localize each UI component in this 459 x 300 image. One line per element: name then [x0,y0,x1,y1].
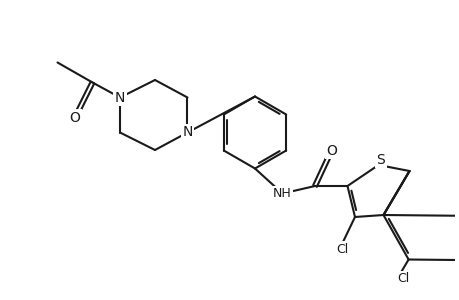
Text: NH: NH [273,187,291,200]
Text: Cl: Cl [396,272,409,285]
Text: Cl: Cl [336,242,348,256]
Text: N: N [115,91,125,104]
Text: O: O [69,110,80,124]
Text: N: N [182,125,192,140]
Text: S: S [376,153,385,167]
Text: O: O [325,144,336,158]
